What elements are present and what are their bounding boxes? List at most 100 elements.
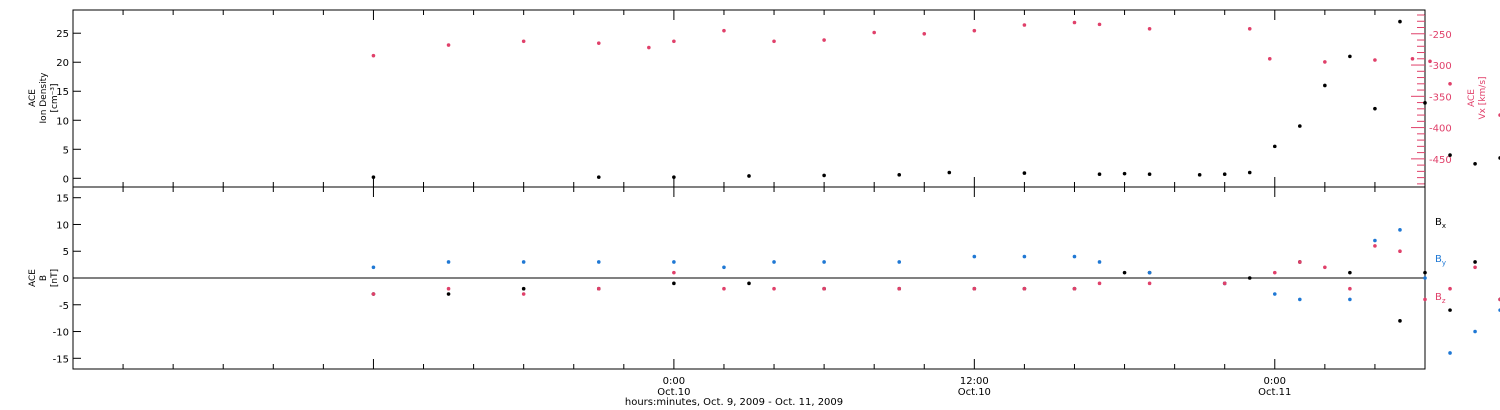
by-point (1398, 228, 1402, 232)
ion-density-point (371, 175, 376, 179)
by-point (772, 260, 776, 264)
vx-point (922, 31, 927, 36)
top-right-axis-ticks: -250 -300 -350 -400 -450 (1411, 14, 1452, 185)
bz-point (672, 270, 676, 275)
bz-point (521, 292, 526, 296)
top-ytick-label: 5 (63, 145, 69, 156)
by-point (1298, 297, 1302, 302)
bz-point (1323, 265, 1327, 270)
ion-density-point (1247, 170, 1252, 175)
top-ytick-label: 10 (56, 116, 69, 127)
bx-point (1473, 260, 1477, 264)
ion-density-point (1298, 124, 1302, 128)
bz-point (1473, 265, 1477, 270)
bz-point (1398, 249, 1402, 254)
bz-point (446, 286, 451, 291)
vx-point (1247, 26, 1252, 31)
vx-point (1373, 58, 1377, 62)
by-point (446, 260, 451, 264)
bz-point (1298, 260, 1302, 264)
bottom-ytick-label: 5 (63, 247, 69, 258)
bz-point (822, 286, 826, 291)
vx-point (1097, 22, 1102, 27)
bx-point (521, 286, 526, 291)
top-y2tick-label: -250 (1429, 30, 1452, 41)
bx-point (747, 281, 751, 286)
ion-density-point (1323, 83, 1327, 88)
bx-point (1247, 276, 1252, 280)
xtick-label-date: Oct.10 (657, 387, 690, 398)
top-y2tick-label: -400 (1429, 124, 1452, 135)
bottom-ylabel-line3: [nT] (50, 269, 60, 287)
ion-density-point (1473, 161, 1477, 166)
bz-point (596, 286, 601, 291)
top-ylabel-line1: ACE (28, 89, 38, 107)
ion-density-point (672, 175, 676, 179)
vx-point (1147, 26, 1152, 31)
xtick-label-time: 12:00 (960, 376, 989, 387)
bz-point (1022, 286, 1027, 291)
by-point (1272, 292, 1277, 296)
vx-point (722, 28, 726, 33)
bx-point (1398, 319, 1402, 323)
ion-density-point (1122, 171, 1127, 176)
top-ytick-label: 15 (56, 87, 69, 98)
vx-point (647, 45, 651, 50)
vx-point (1267, 56, 1272, 61)
top-ylabel: ACE Ion Density [cm⁻³] (28, 72, 60, 124)
bz-point (1373, 244, 1377, 248)
legend-by: By (1435, 254, 1446, 267)
ion-density-point (1097, 172, 1102, 177)
top-y2label: ACE Vx [km/s] (1467, 76, 1488, 119)
by-point (722, 265, 726, 270)
bottom-ytick-label: 15 (56, 194, 69, 205)
bz-point (371, 292, 376, 296)
by-point (1147, 270, 1152, 275)
x-axis-ticks: 0:00Oct.1012:00Oct.100:00Oct.1112:00Oct.… (72, 10, 1426, 398)
by-point (1022, 254, 1027, 259)
ion-density-point (822, 173, 826, 178)
bottom-ytick-label: 10 (56, 220, 69, 231)
bz-point (1072, 286, 1077, 291)
top-y2tick-label: -450 (1429, 155, 1452, 166)
vx-point (1410, 56, 1415, 61)
legend: Bx By Bz (1435, 217, 1446, 305)
ion-density-point (1147, 172, 1152, 177)
ion-density-point (1022, 171, 1027, 175)
ion-density-point (947, 170, 952, 175)
legend-bx: Bx (1435, 217, 1446, 230)
by-point (1072, 254, 1077, 259)
vx-point (872, 30, 876, 35)
bz-point (1147, 281, 1152, 286)
ion-density-point (1398, 19, 1402, 24)
ion-density-point (596, 175, 601, 179)
vx-point (1323, 60, 1327, 64)
by-point (1373, 238, 1377, 243)
bz-point (1448, 286, 1452, 291)
bx-point (446, 292, 451, 296)
by-point (672, 260, 676, 264)
top-ytick-label: 25 (56, 29, 69, 40)
xtick-label-time: 0:00 (1264, 376, 1286, 387)
top-left-axis-ticks: 0 5 10 15 20 25 (56, 29, 81, 185)
ion-density-point (1423, 101, 1427, 105)
bx-point (1448, 308, 1452, 312)
vx-point (1072, 20, 1077, 25)
x-axis-title: hours:minutes, Oct. 9, 2009 - Oct. 11, 2… (625, 397, 843, 408)
vx-point (822, 38, 826, 42)
bottom-ytick-label: 0 (63, 274, 69, 285)
vx-point (972, 28, 977, 33)
bottom-ylabel: ACE B [nT] (28, 269, 60, 287)
bottom-ylabel-line2: B (39, 275, 49, 281)
bx-point (1348, 270, 1352, 275)
bz-point (1272, 270, 1277, 275)
top-y2tick-label: -350 (1429, 92, 1452, 103)
vx-point (1428, 59, 1432, 64)
by-point (1348, 297, 1352, 302)
xtick-label-date: Oct.10 (958, 387, 991, 398)
top-y2tick-label: -300 (1429, 61, 1452, 72)
bx-point (1423, 270, 1427, 275)
ion-density-point (1222, 172, 1227, 177)
bz-point (1423, 297, 1427, 302)
